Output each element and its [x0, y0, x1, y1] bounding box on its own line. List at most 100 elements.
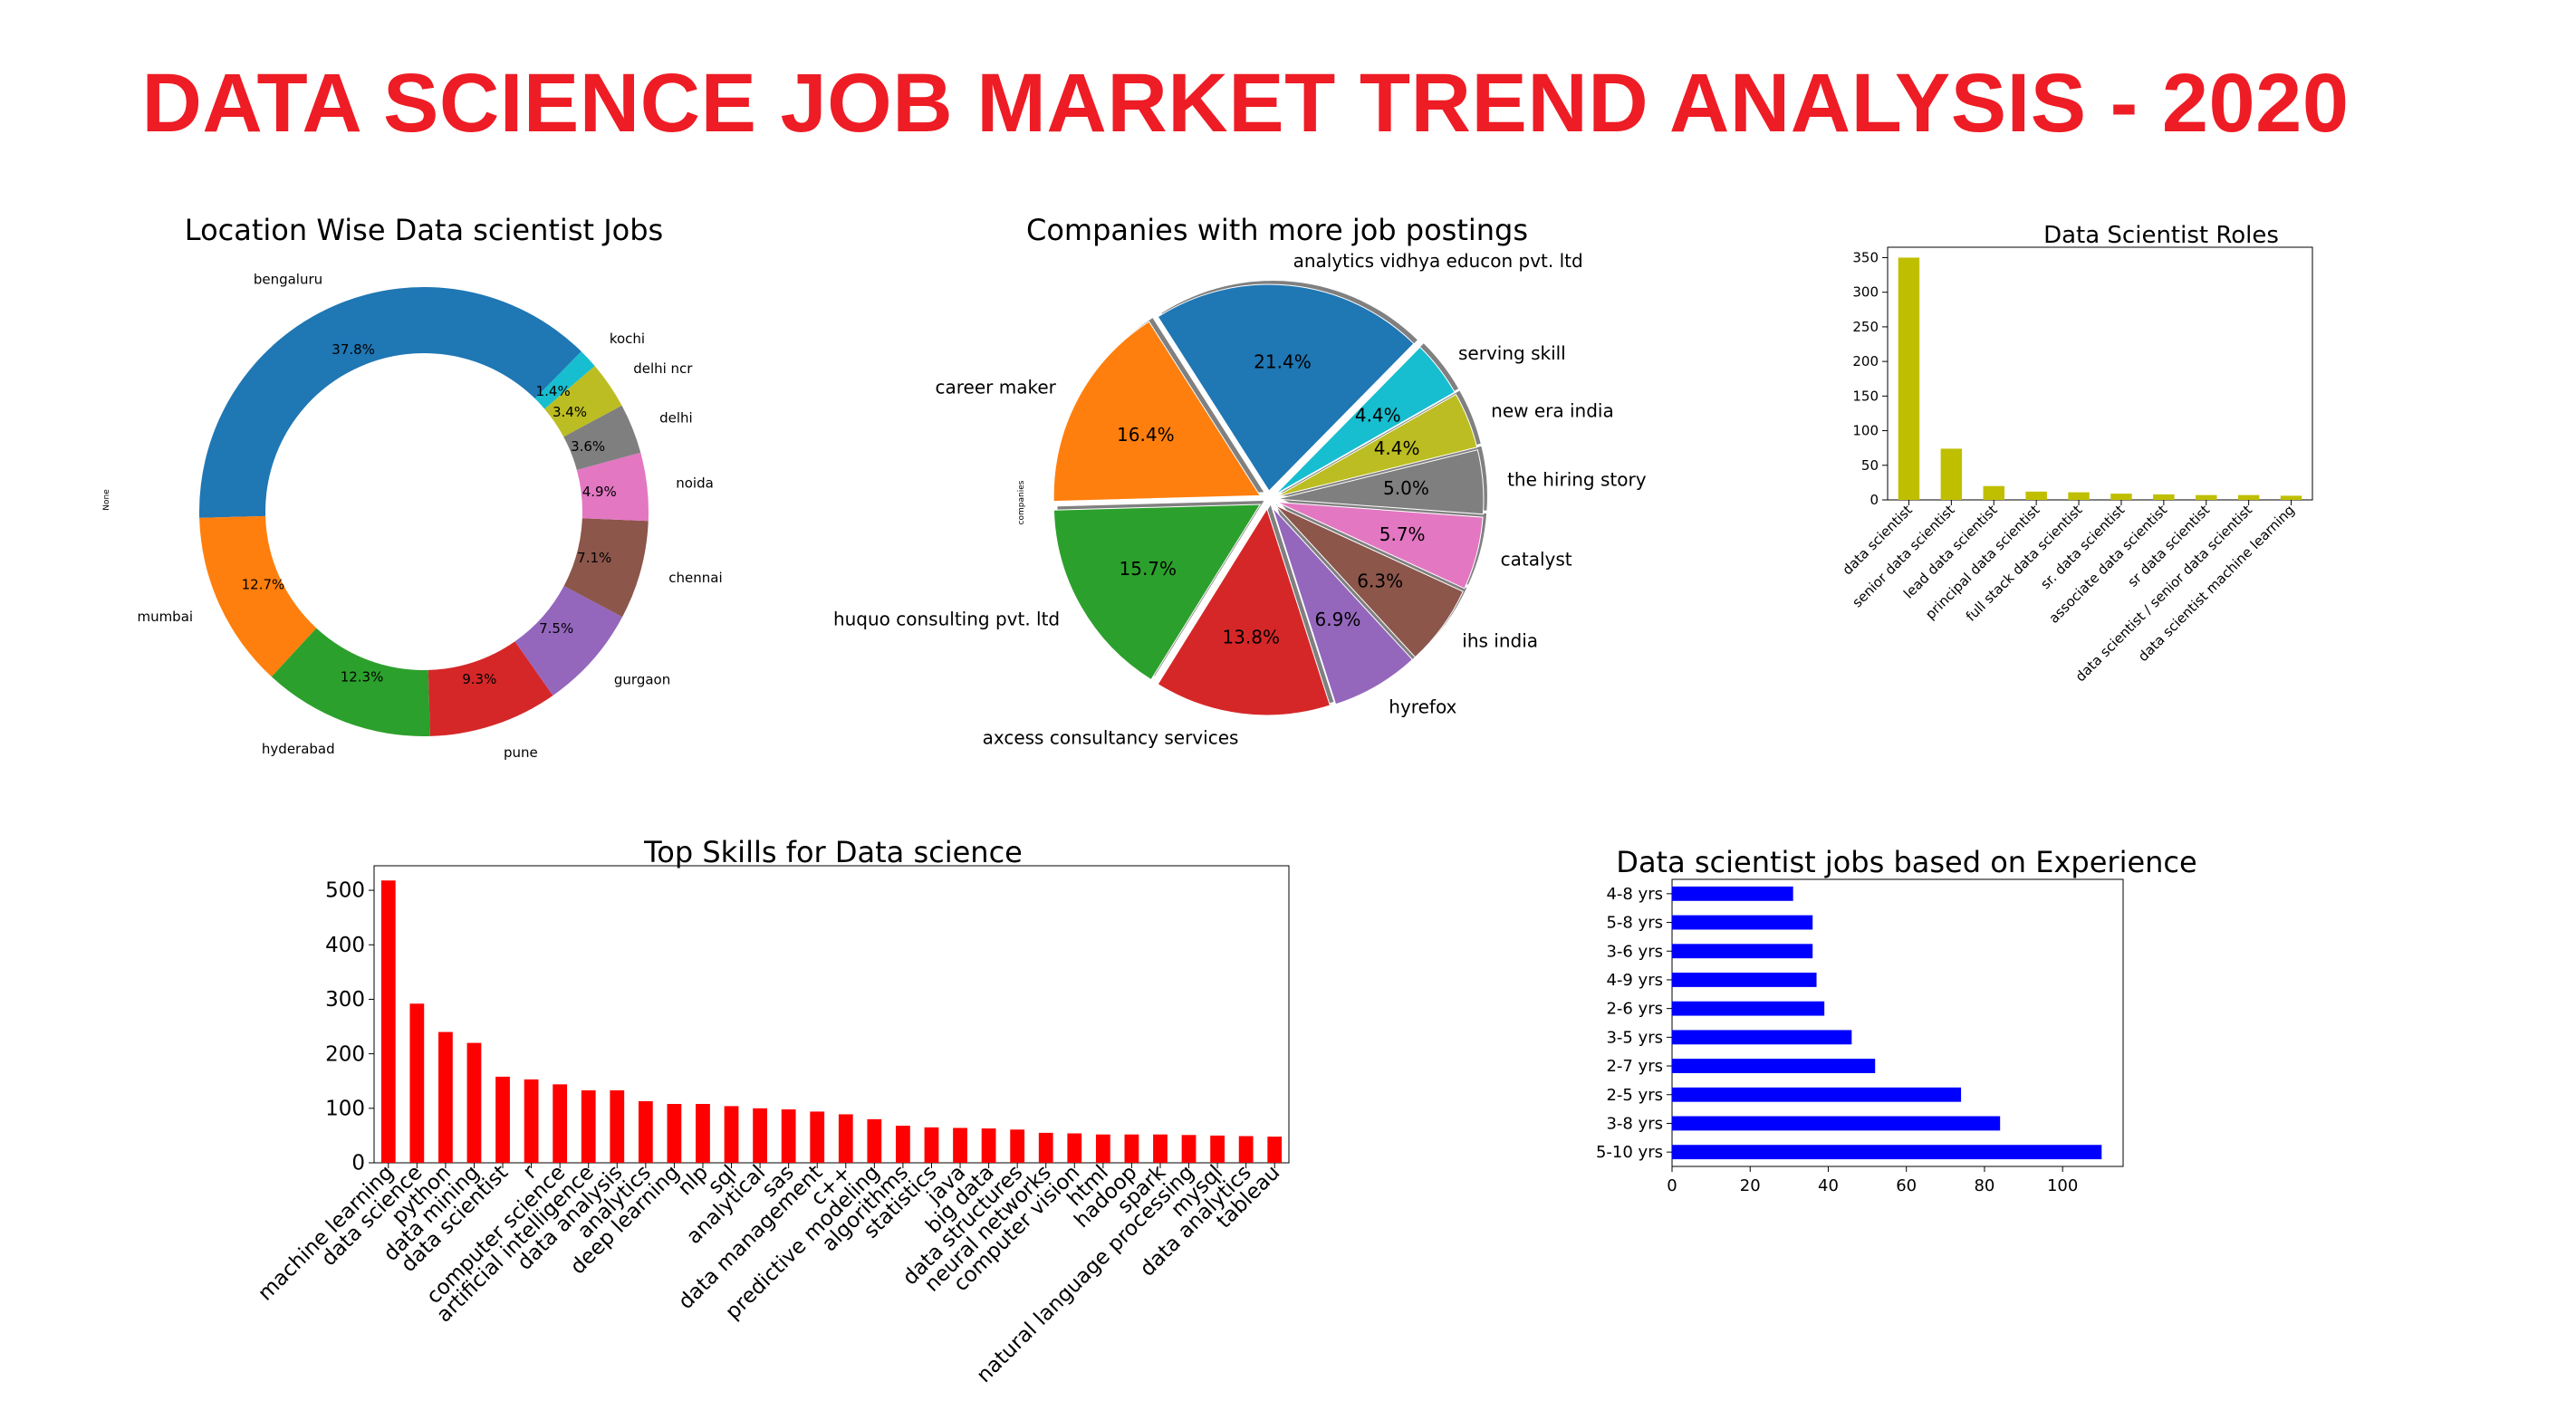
bar [2280, 495, 2302, 500]
bar [896, 1126, 910, 1163]
x-tick-label: tableau [1213, 1161, 1285, 1233]
x-tick-label: data scientist [1839, 502, 1915, 578]
y-tick-label: 0 [351, 1152, 365, 1175]
bar [724, 1106, 739, 1163]
bar [696, 1104, 710, 1163]
x-tick-label: 0 [1667, 1176, 1677, 1195]
y-tick-label: 50 [1861, 457, 1879, 474]
plot-frame [373, 865, 1290, 1164]
y-tick-label: 2-6 yrs [1606, 1000, 1663, 1019]
x-tick-label: data structures [899, 1161, 1027, 1290]
pie-percent-label: 15.7% [1120, 558, 1177, 580]
bar [1672, 1087, 1962, 1102]
pie-slice [563, 518, 649, 618]
x-tick-label: data management [674, 1161, 827, 1314]
x-tick-label: sas [757, 1161, 798, 1202]
bar [1210, 1135, 1225, 1163]
bar [867, 1118, 882, 1163]
y-tick-label: 350 [1852, 249, 1879, 265]
bar [924, 1127, 939, 1163]
bar [981, 1128, 996, 1163]
bar [2196, 494, 2217, 500]
y-tick-label: 200 [325, 1042, 365, 1066]
bar [438, 1031, 453, 1163]
pie-slice-label: chennai [668, 570, 722, 586]
pie-slice [1274, 346, 1456, 495]
pie-slice [514, 585, 623, 696]
y-tick-label: 5-10 yrs [1596, 1143, 1663, 1162]
y-tick-label: 3-5 yrs [1606, 1028, 1663, 1047]
y-axis-label: companies [1017, 480, 1026, 524]
bar [380, 880, 396, 1163]
x-tick-label: sr data scientist [2124, 502, 2213, 590]
pie-percent-label: 21.4% [1254, 350, 1312, 372]
pie-slice-label: career maker [936, 377, 1057, 398]
bar [1067, 1133, 1082, 1163]
x-tick-label: statistics [860, 1161, 942, 1243]
x-tick-label: sr. data scientist [2037, 502, 2128, 592]
x-tick-label: 60 [1896, 1176, 1917, 1195]
x-tick-label: data mining [380, 1161, 485, 1266]
bar [1940, 448, 1963, 500]
pie-slice-label: bengaluru [254, 271, 322, 287]
x-tick-label: mysql [1167, 1161, 1227, 1222]
x-tick-label: 80 [1974, 1176, 1994, 1195]
x-tick-label: natural language processing [972, 1161, 1198, 1387]
bar [953, 1127, 967, 1163]
pie-slice-label: new era india [1491, 400, 1614, 422]
chart-title: Data scientist jobs based on Experience [1616, 845, 2196, 879]
bar [1672, 915, 1813, 930]
pie-slice-label: delhi [659, 409, 693, 426]
pie-slice [199, 515, 317, 677]
pie-slice-label: kochi [610, 331, 645, 347]
bar [466, 1042, 482, 1163]
y-tick-label: 400 [325, 934, 365, 957]
pie-slice [544, 366, 622, 437]
y-tick-label: 4-9 yrs [1606, 971, 1663, 990]
bar [2237, 494, 2260, 500]
pie-slice [576, 452, 649, 522]
x-tick-label: associate data scientist [2045, 502, 2170, 627]
x-tick-label: c++ [806, 1161, 856, 1211]
y-tick-label: 0 [1870, 492, 1879, 508]
bar [1672, 886, 1793, 901]
x-tick-label: full stack data scientist [1963, 502, 2086, 625]
x-tick-label: hadoop [1070, 1161, 1141, 1233]
y-tick-label: 250 [1852, 319, 1879, 335]
pie-percent-label: 6.9% [1315, 609, 1361, 630]
bar [1672, 1116, 2001, 1131]
pie-percent-label: 9.3% [462, 671, 496, 687]
bar [553, 1084, 568, 1163]
x-tick-label: data analysis [513, 1161, 627, 1275]
bar [781, 1109, 796, 1163]
pie-slice [1274, 504, 1464, 658]
pie-slice-label: pune [504, 744, 538, 761]
pie-slice-label: catalyst [1501, 549, 1572, 571]
x-tick-label: spark [1113, 1160, 1171, 1218]
x-tick-label: algorithms [818, 1161, 913, 1256]
pie-percent-label: 3.6% [571, 438, 605, 455]
pie-percent-label: 4.4% [1355, 404, 1401, 426]
pie-percent-label: 16.4% [1117, 424, 1175, 446]
y-tick-label: 2-7 yrs [1606, 1057, 1663, 1076]
bar [2025, 491, 2047, 500]
pie-percent-label: 5.7% [1379, 523, 1426, 545]
pie-percent-label: 12.7% [242, 577, 285, 593]
x-tick-label: data science [317, 1161, 427, 1271]
chart-title: Companies with more job postings [1026, 213, 1528, 247]
pie-slice-label: the hiring story [1507, 468, 1647, 490]
location-donut-chart: Location Wise Data scientist Jobs None b… [102, 213, 723, 761]
x-tick-label: python [388, 1161, 456, 1229]
x-tick-label: neural networks [920, 1161, 1056, 1297]
x-tick-label: java [922, 1161, 970, 1209]
plot-frame [1671, 878, 2124, 1167]
bar [2110, 494, 2132, 500]
x-tick-label: data analytics [1136, 1161, 1256, 1281]
chart-title: Top Skills for Data science [643, 835, 1023, 869]
pie-percent-label: 7.5% [539, 620, 573, 637]
pie-slice-label: hyderabad [262, 741, 335, 757]
x-tick-label: 100 [2047, 1176, 2078, 1195]
pie-percent-label: 6.3% [1357, 571, 1403, 592]
pie-slice [1276, 449, 1485, 515]
pie-slice [1157, 283, 1415, 492]
